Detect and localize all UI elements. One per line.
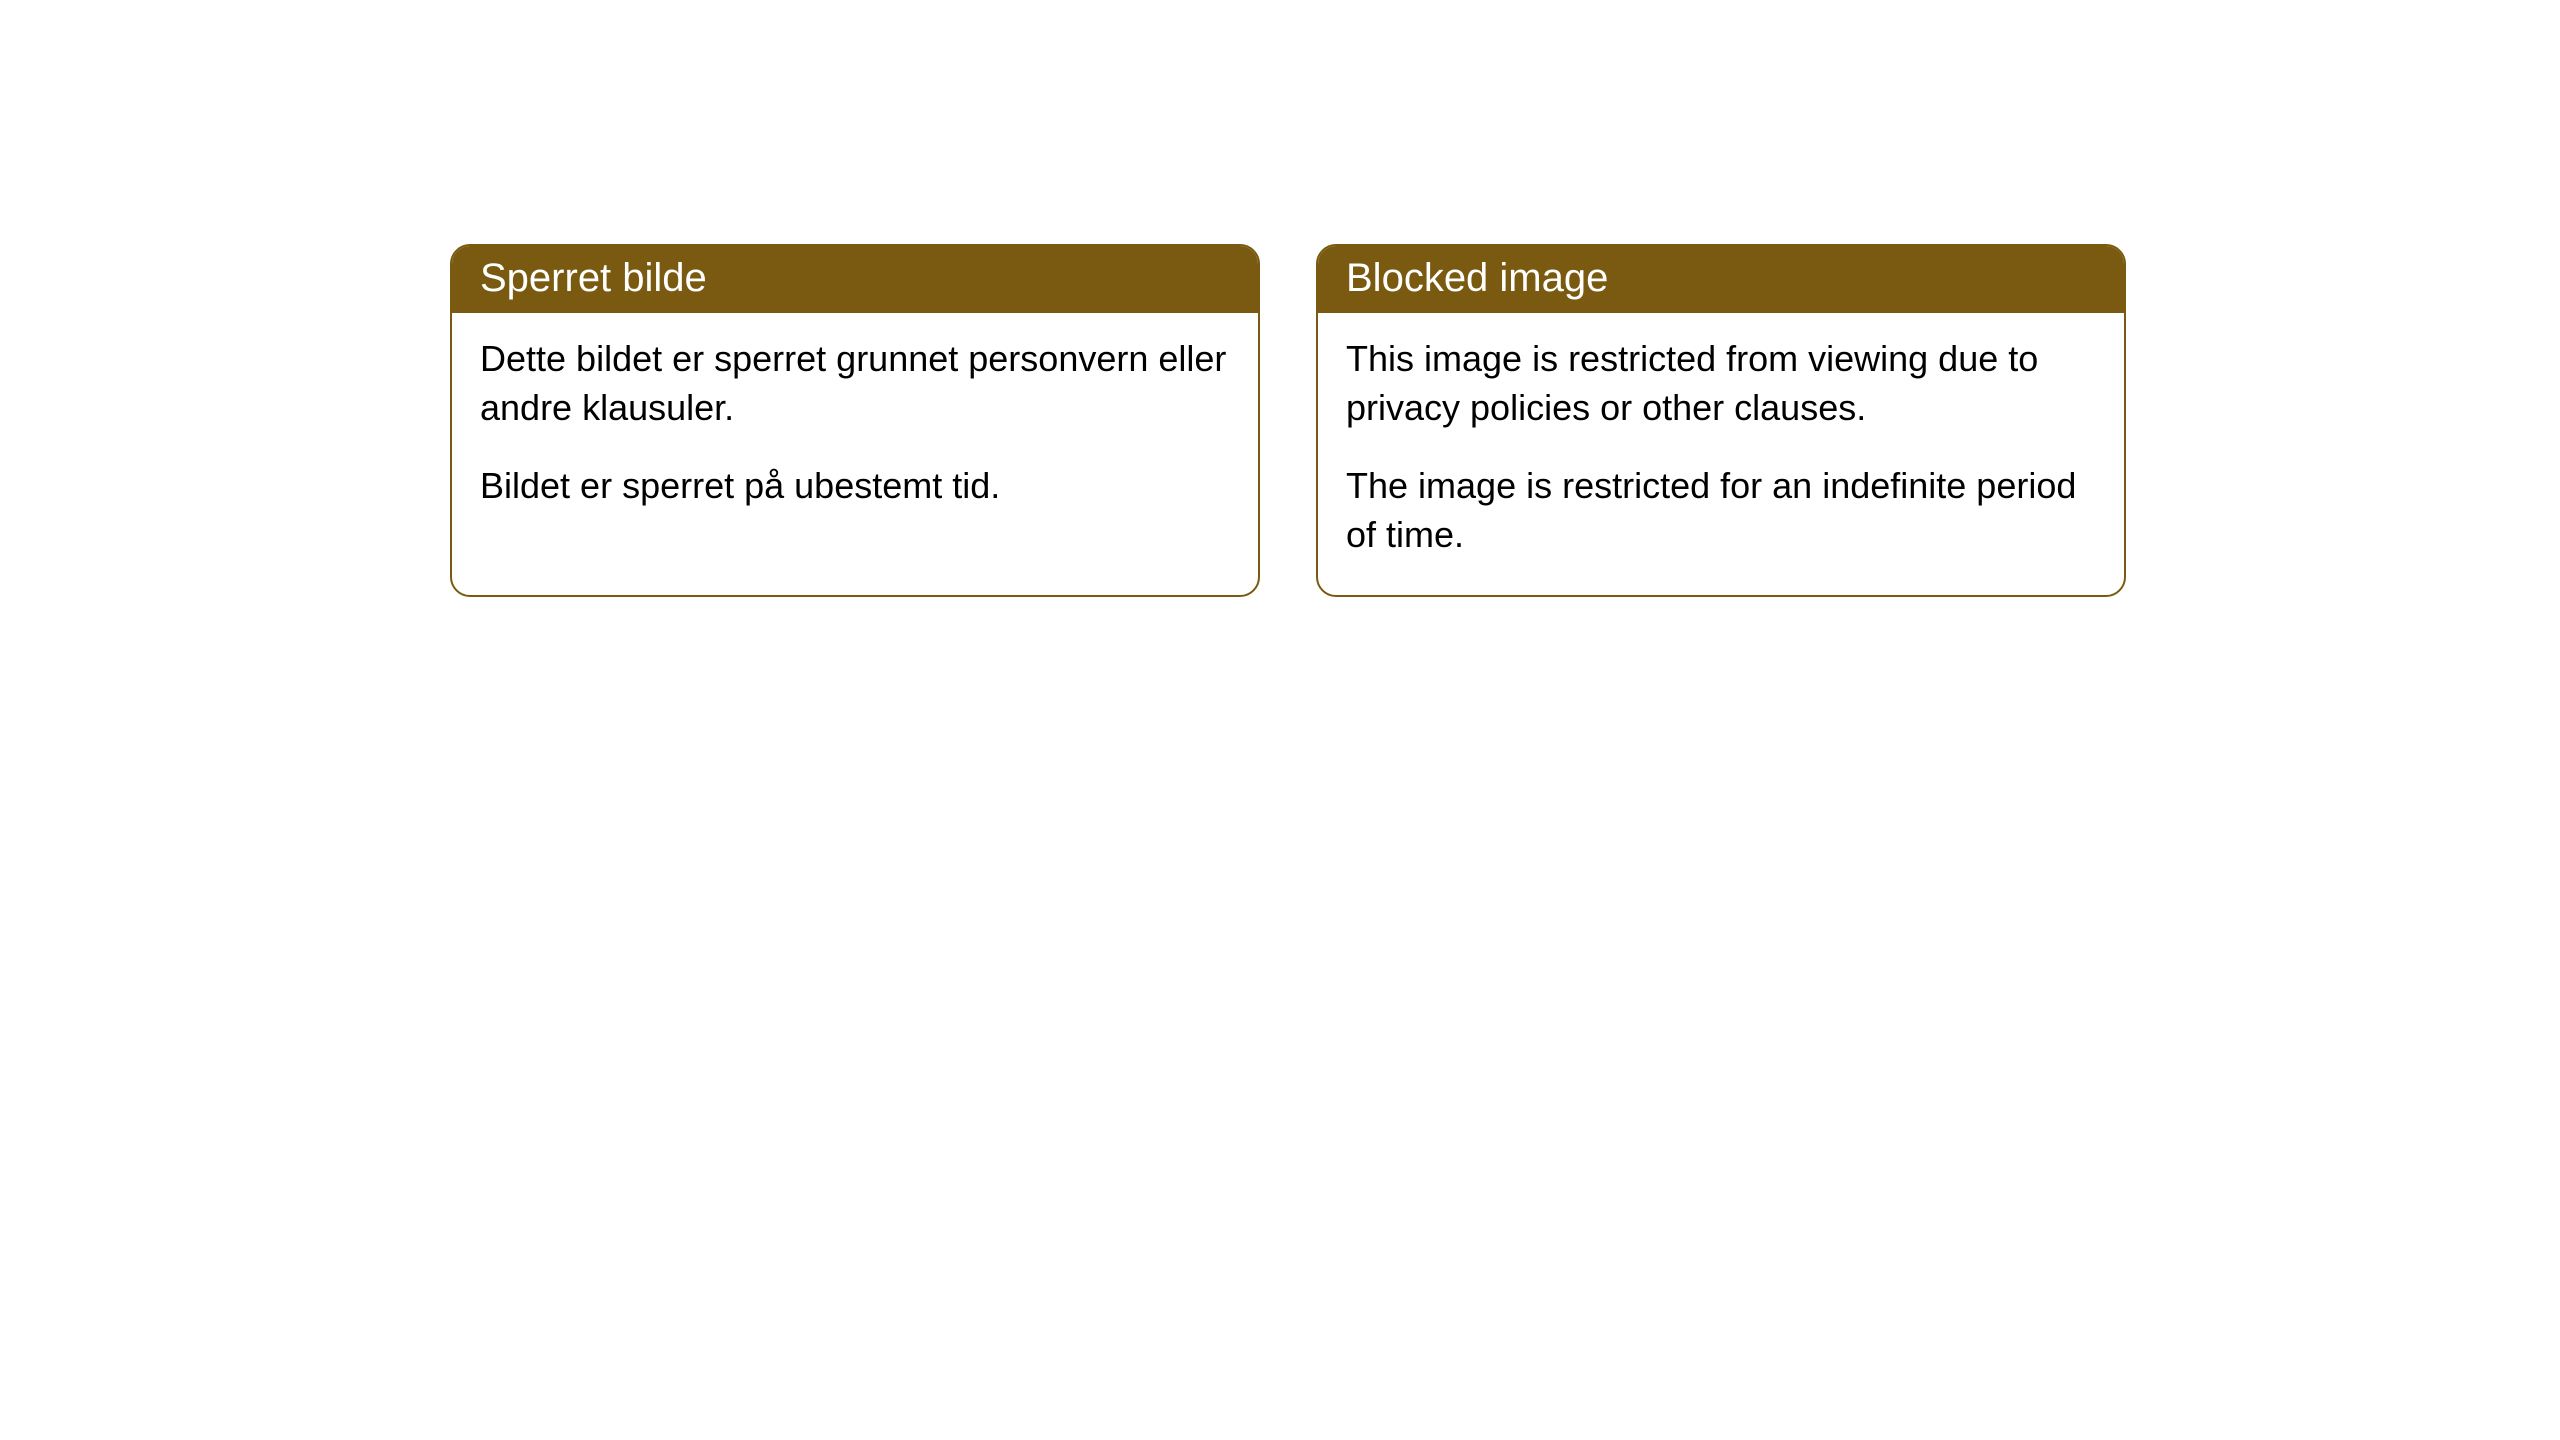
blocked-image-card-no: Sperret bilde Dette bildet er sperret gr… (450, 244, 1260, 597)
blocked-image-card-en: Blocked image This image is restricted f… (1316, 244, 2126, 597)
card-title: Sperret bilde (480, 256, 707, 300)
card-title: Blocked image (1346, 256, 1608, 300)
card-body: This image is restricted from viewing du… (1318, 313, 2124, 595)
card-header: Blocked image (1318, 246, 2124, 313)
cards-container: Sperret bilde Dette bildet er sperret gr… (450, 244, 2126, 597)
card-header: Sperret bilde (452, 246, 1258, 313)
card-paragraph: The image is restricted for an indefinit… (1346, 462, 2096, 559)
card-paragraph: Dette bildet er sperret grunnet personve… (480, 335, 1230, 432)
card-body: Dette bildet er sperret grunnet personve… (452, 313, 1258, 547)
card-paragraph: This image is restricted from viewing du… (1346, 335, 2096, 432)
card-paragraph: Bildet er sperret på ubestemt tid. (480, 462, 1230, 511)
